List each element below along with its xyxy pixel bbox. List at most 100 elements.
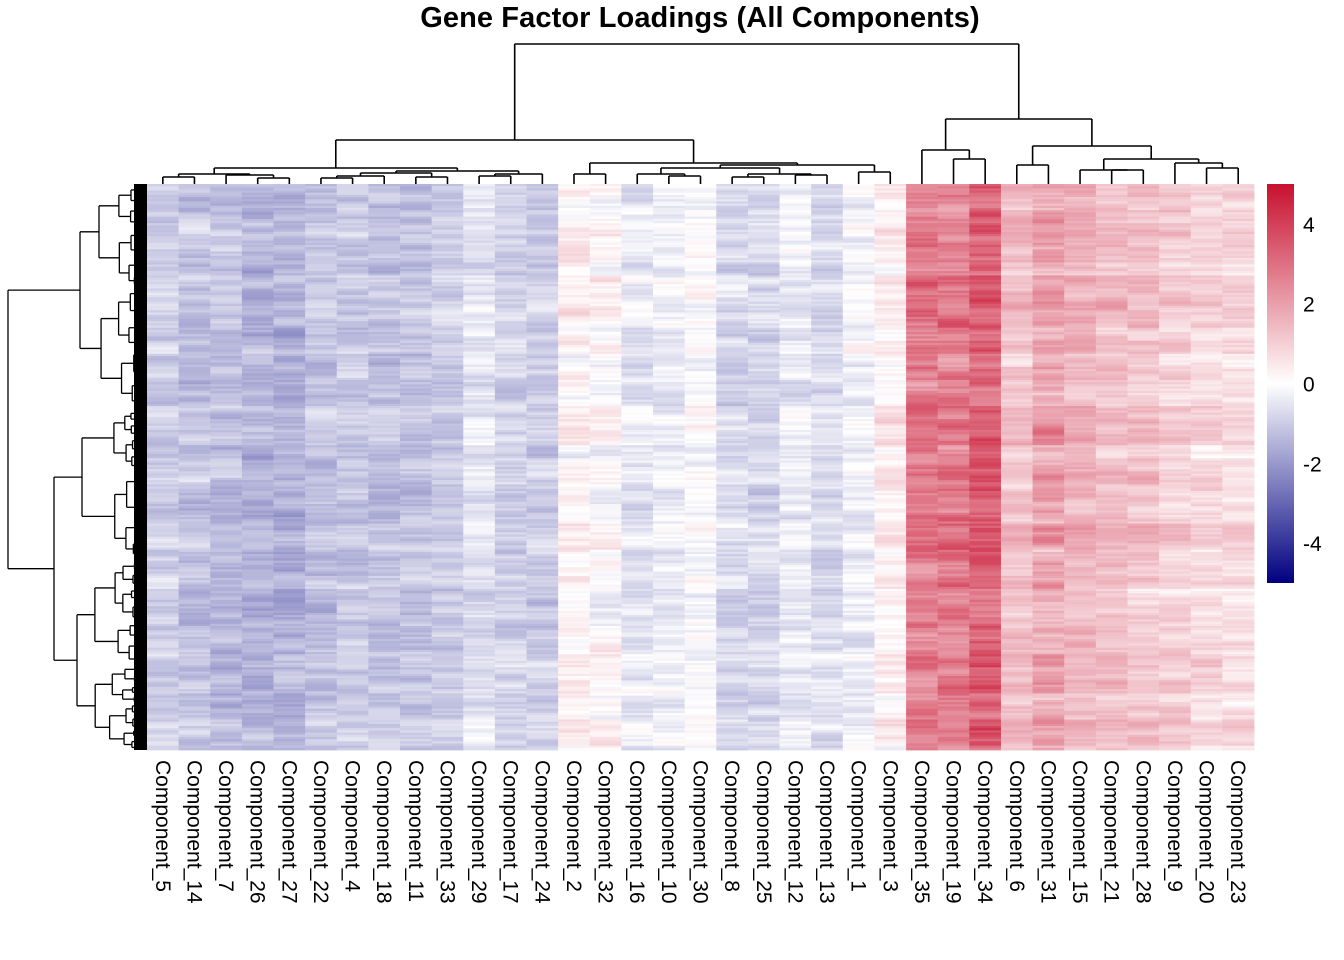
- heatmap-cell: [431, 410, 464, 413]
- heatmap-cell: [589, 523, 622, 527]
- heatmap-cell: [178, 554, 211, 557]
- heatmap-cell: [431, 388, 464, 392]
- heatmap-cell: [400, 297, 433, 300]
- heatmap-cell: [147, 362, 180, 366]
- heatmap-cell: [178, 229, 211, 233]
- heatmap-cell: [368, 665, 401, 668]
- heatmap-cell: [400, 606, 433, 609]
- heatmap-cell: [273, 612, 306, 616]
- heatmap-cell: [336, 588, 369, 592]
- heatmap-cell: [589, 242, 622, 246]
- heatmap-cell: [400, 286, 433, 289]
- heatmap-cell: [621, 595, 654, 599]
- heatmap-cell: [178, 340, 211, 344]
- heatmap-cell: [589, 281, 622, 285]
- heatmap-cell: [494, 619, 527, 622]
- heatmap-cell: [273, 708, 306, 712]
- heatmap-cell: [178, 523, 211, 527]
- heatmap-cell: [621, 556, 654, 559]
- heatmap-cell: [305, 379, 338, 383]
- heatmap-cell: [558, 580, 591, 583]
- heatmap-cell: [178, 728, 211, 731]
- heatmap-cell: [526, 625, 559, 629]
- heatmap-cell: [368, 221, 401, 224]
- heatmap-cell: [558, 569, 591, 572]
- heatmap-cell: [621, 554, 654, 557]
- heatmap-cell: [400, 636, 433, 640]
- heatmap-cell: [400, 558, 433, 562]
- heatmap-cell: [431, 649, 464, 653]
- heatmap-cell: [210, 728, 243, 731]
- heatmap-cell: [526, 432, 559, 435]
- heatmap-cell: [463, 547, 496, 551]
- heatmap-cell: [589, 251, 622, 255]
- heatmap-cell: [147, 456, 180, 459]
- heatmap-cell: [463, 669, 496, 673]
- heatmap-cell: [558, 543, 591, 546]
- heatmap-cell: [178, 210, 211, 213]
- heatmap-cell: [273, 682, 306, 686]
- heatmap-cell: [210, 732, 243, 736]
- heatmap-cell: [273, 414, 306, 418]
- heatmap-cell: [368, 236, 401, 239]
- heatmap-cell: [494, 675, 527, 679]
- heatmap-cell: [431, 364, 464, 368]
- heatmap-cell: [494, 369, 527, 372]
- heatmap-cell: [273, 652, 306, 655]
- heatmap-cell: [621, 260, 654, 263]
- heatmap-cell: [147, 469, 180, 472]
- heatmap-cell: [558, 392, 591, 396]
- heatmap-cell: [431, 445, 464, 448]
- heatmap-cell: [463, 728, 496, 731]
- heatmap-cell: [241, 184, 274, 187]
- heatmap-cell: [147, 358, 180, 361]
- heatmap-cell: [273, 525, 306, 529]
- heatmap-cell: [621, 586, 654, 590]
- heatmap-column-component-14: [178, 184, 211, 751]
- heatmap-cell: [147, 697, 180, 701]
- heatmap-cell: [336, 434, 369, 437]
- heatmap-cell: [558, 210, 591, 213]
- heatmap-cell: [431, 238, 464, 241]
- heatmap-cell: [431, 708, 464, 712]
- heatmap-cell: [336, 305, 369, 309]
- heatmap-cell: [431, 477, 464, 481]
- heatmap-cell: [210, 554, 243, 557]
- heatmap-cell: [336, 395, 369, 398]
- heatmap-cell: [305, 734, 338, 738]
- heatmap-cell: [463, 221, 496, 224]
- heatmap-cell: [336, 545, 369, 548]
- heatmap-cell: [305, 697, 338, 701]
- heatmap-cell: [336, 534, 369, 538]
- heatmap-cell: [147, 286, 180, 289]
- heatmap-cell: [178, 240, 211, 244]
- heatmap-cell: [178, 249, 211, 252]
- heatmap-cell: [589, 429, 622, 433]
- heatmap-cell: [494, 412, 527, 416]
- heatmap-cell: [621, 242, 654, 246]
- heatmap-cell: [336, 636, 369, 640]
- heatmap-cell: [400, 244, 433, 248]
- heatmap-cell: [305, 523, 338, 527]
- heatmap-cell: [463, 445, 496, 448]
- heatmap-cell: [305, 253, 338, 257]
- heatmap-cell: [368, 342, 401, 346]
- heatmap-cell: [589, 493, 622, 496]
- heatmap-cell: [178, 310, 211, 313]
- heatmap-cell: [241, 305, 274, 309]
- heatmap-cell: [178, 423, 211, 427]
- heatmap-cell: [368, 401, 401, 405]
- heatmap-cell: [400, 689, 433, 692]
- heatmap-cell: [336, 599, 369, 603]
- heatmap-cell: [431, 486, 464, 490]
- heatmap-cell: [178, 318, 211, 322]
- heatmap-cell: [305, 578, 338, 581]
- heatmap-cell: [589, 443, 622, 446]
- heatmap-cell: [526, 606, 559, 609]
- heatmap-cell: [526, 730, 559, 733]
- heatmap-cell: [558, 554, 591, 557]
- heatmap-cell: [463, 471, 496, 474]
- heatmap-cell: [463, 582, 496, 585]
- heatmap-cell: [589, 682, 622, 686]
- heatmap-cell: [558, 308, 591, 311]
